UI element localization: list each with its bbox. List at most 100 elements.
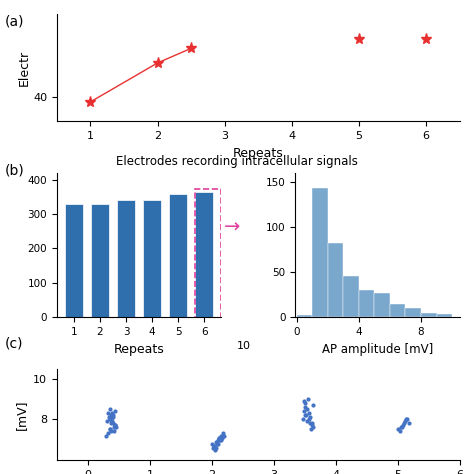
Point bbox=[299, 416, 307, 423]
Point bbox=[220, 432, 228, 439]
Point bbox=[307, 413, 314, 421]
Bar bbox=[65, 204, 83, 317]
Bar bbox=[117, 200, 135, 317]
Point bbox=[305, 410, 312, 417]
Bar bbox=[405, 308, 421, 317]
Point bbox=[106, 416, 114, 423]
Point bbox=[403, 416, 410, 423]
Bar bbox=[297, 315, 312, 317]
Point bbox=[305, 416, 313, 423]
X-axis label: Repeats: Repeats bbox=[233, 146, 284, 160]
Point bbox=[307, 426, 315, 433]
Point bbox=[214, 440, 221, 447]
Point bbox=[103, 418, 111, 425]
Point bbox=[396, 428, 403, 435]
Point bbox=[308, 419, 315, 427]
Point bbox=[400, 419, 408, 427]
Point bbox=[113, 424, 120, 431]
Point bbox=[106, 426, 113, 433]
Point bbox=[109, 419, 117, 427]
Point bbox=[105, 410, 112, 417]
Point bbox=[111, 421, 118, 429]
Point bbox=[214, 440, 222, 447]
Bar bbox=[143, 201, 161, 317]
Point bbox=[399, 421, 407, 429]
Point bbox=[394, 426, 401, 433]
Point bbox=[216, 436, 224, 443]
Text: (c): (c) bbox=[5, 337, 23, 351]
Point bbox=[218, 432, 226, 439]
Point bbox=[107, 428, 115, 435]
Point bbox=[110, 428, 118, 435]
Point bbox=[397, 424, 405, 431]
Point bbox=[111, 421, 119, 429]
Point bbox=[309, 401, 317, 409]
Bar bbox=[437, 314, 452, 317]
Bar bbox=[421, 313, 437, 317]
Y-axis label: [mV]: [mV] bbox=[15, 399, 27, 429]
Text: Electrodes recording intracellular signals: Electrodes recording intracellular signa… bbox=[116, 155, 358, 168]
Point bbox=[215, 434, 222, 441]
Text: (a): (a) bbox=[5, 14, 24, 28]
Point bbox=[108, 410, 116, 417]
Point bbox=[219, 430, 227, 438]
Point bbox=[219, 434, 226, 441]
Bar bbox=[195, 192, 213, 317]
Point bbox=[304, 395, 312, 403]
Point bbox=[211, 446, 219, 454]
Point bbox=[106, 426, 113, 433]
Point bbox=[301, 397, 308, 405]
Y-axis label: Electr: Electr bbox=[17, 50, 30, 86]
Point bbox=[218, 432, 225, 439]
Bar bbox=[344, 276, 359, 317]
Point bbox=[301, 399, 309, 407]
Point bbox=[310, 424, 317, 431]
Bar bbox=[328, 243, 344, 317]
Point bbox=[212, 444, 220, 451]
Point bbox=[110, 424, 118, 431]
Point bbox=[105, 413, 113, 421]
Point bbox=[106, 405, 113, 413]
Point bbox=[217, 436, 224, 443]
Point bbox=[306, 419, 314, 427]
Point bbox=[212, 438, 219, 446]
Point bbox=[401, 418, 409, 425]
Bar bbox=[374, 293, 390, 317]
Point bbox=[108, 418, 116, 425]
Point bbox=[216, 434, 223, 441]
Point bbox=[302, 411, 310, 419]
Point bbox=[405, 419, 413, 427]
Point bbox=[106, 416, 114, 423]
Bar bbox=[312, 188, 328, 317]
Point bbox=[107, 416, 115, 423]
Bar bbox=[359, 290, 374, 317]
Point bbox=[300, 408, 307, 415]
Point bbox=[111, 424, 119, 431]
Point bbox=[403, 416, 411, 423]
Point bbox=[111, 408, 118, 415]
Point bbox=[303, 418, 311, 425]
X-axis label: Repeats: Repeats bbox=[114, 343, 164, 356]
Point bbox=[301, 403, 309, 411]
Point bbox=[103, 432, 110, 439]
Point bbox=[109, 413, 117, 421]
Bar bbox=[91, 204, 109, 317]
Point bbox=[398, 424, 406, 431]
Point bbox=[208, 440, 216, 447]
Bar bbox=[390, 304, 405, 317]
Point bbox=[301, 411, 309, 419]
Point bbox=[210, 444, 217, 451]
Point bbox=[108, 419, 115, 427]
Text: 10: 10 bbox=[237, 341, 251, 351]
Point bbox=[210, 442, 218, 449]
Text: (b): (b) bbox=[5, 164, 25, 178]
Point bbox=[210, 442, 218, 449]
X-axis label: AP amplitude [mV]: AP amplitude [mV] bbox=[322, 343, 433, 356]
Point bbox=[213, 438, 220, 446]
Point bbox=[109, 411, 117, 419]
Point bbox=[303, 405, 310, 413]
Point bbox=[309, 421, 316, 429]
Point bbox=[214, 436, 222, 443]
Text: →: → bbox=[224, 218, 240, 237]
Point bbox=[108, 411, 115, 419]
